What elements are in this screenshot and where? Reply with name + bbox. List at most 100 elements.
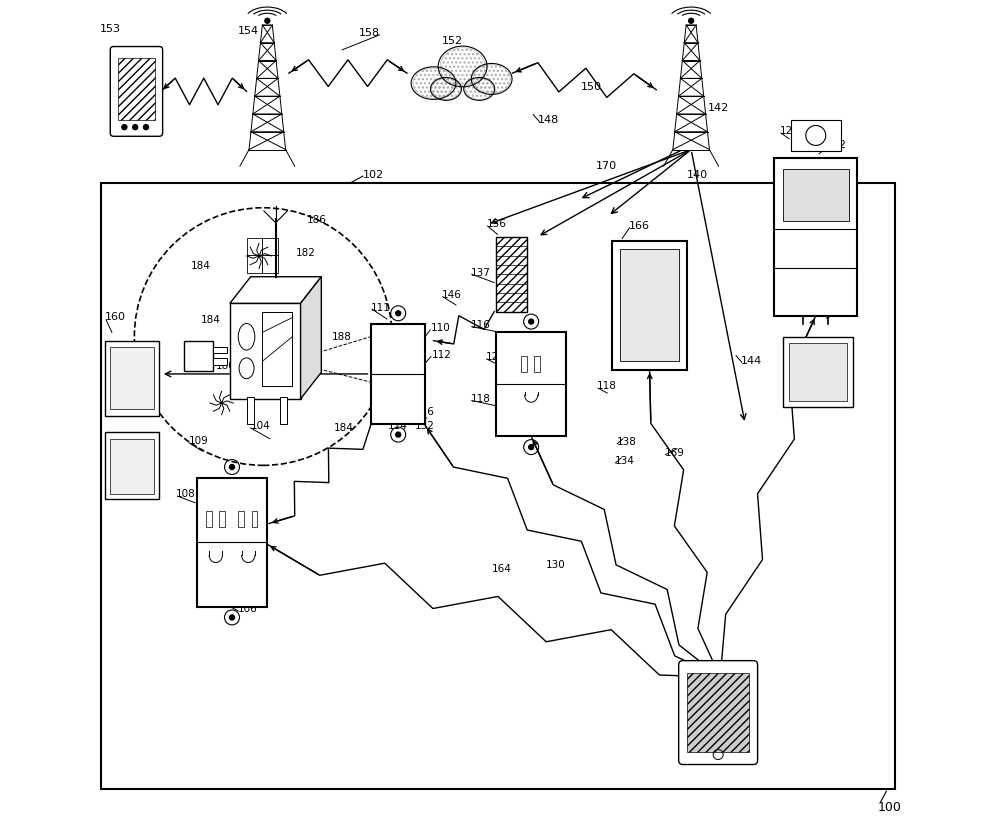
Bar — [262, 312, 292, 386]
Bar — [496, 237, 527, 312]
Bar — [280, 397, 287, 424]
Text: 136: 136 — [487, 219, 507, 229]
Text: 188: 188 — [332, 332, 352, 342]
Text: 132: 132 — [415, 421, 435, 431]
Bar — [213, 347, 227, 353]
Bar — [774, 158, 857, 316]
Text: 166: 166 — [629, 221, 650, 231]
Bar — [219, 511, 225, 527]
Ellipse shape — [430, 77, 462, 101]
Bar — [238, 511, 244, 527]
Bar — [213, 358, 227, 365]
Text: 124: 124 — [837, 165, 856, 175]
Circle shape — [529, 319, 534, 324]
Ellipse shape — [239, 358, 254, 379]
Text: 112: 112 — [432, 350, 452, 360]
Circle shape — [122, 125, 127, 130]
Ellipse shape — [238, 323, 255, 350]
Text: 118: 118 — [597, 381, 617, 391]
Bar — [230, 303, 301, 399]
Text: 102: 102 — [363, 170, 384, 179]
Text: 158: 158 — [359, 28, 380, 38]
Circle shape — [144, 125, 148, 130]
Bar — [110, 347, 154, 409]
Text: 109: 109 — [188, 436, 208, 446]
Circle shape — [230, 465, 234, 470]
Circle shape — [265, 18, 270, 23]
Text: 134: 134 — [615, 456, 635, 466]
Text: 169: 169 — [665, 448, 684, 458]
Bar — [101, 183, 895, 789]
Text: 108: 108 — [176, 489, 196, 499]
Bar — [687, 673, 749, 752]
Bar — [534, 356, 540, 372]
FancyBboxPatch shape — [110, 47, 163, 136]
Text: 152: 152 — [442, 36, 463, 46]
Text: 140: 140 — [687, 170, 708, 179]
Text: 148: 148 — [537, 116, 559, 125]
Text: 146: 146 — [442, 290, 462, 300]
Ellipse shape — [438, 46, 488, 87]
Text: 184: 184 — [334, 423, 354, 433]
Text: 160: 160 — [105, 312, 126, 322]
Text: 153: 153 — [99, 24, 120, 34]
Text: 184: 184 — [191, 261, 211, 271]
Text: 106: 106 — [238, 604, 258, 614]
Circle shape — [396, 432, 401, 437]
Bar — [247, 397, 254, 424]
Text: 183: 183 — [284, 380, 304, 390]
Text: 180: 180 — [216, 361, 236, 371]
Bar — [371, 324, 425, 424]
Text: 118: 118 — [471, 394, 491, 404]
Text: 170: 170 — [596, 161, 617, 171]
Circle shape — [529, 445, 534, 450]
Text: 110: 110 — [431, 323, 451, 333]
Text: 111: 111 — [371, 303, 391, 313]
Text: 182: 182 — [296, 248, 315, 258]
Text: 183: 183 — [284, 365, 304, 375]
Bar — [496, 332, 566, 436]
Bar — [262, 255, 278, 273]
Text: 114: 114 — [388, 421, 408, 431]
Bar — [791, 120, 841, 151]
Text: 154: 154 — [238, 26, 259, 36]
Circle shape — [689, 18, 694, 23]
Bar — [247, 238, 262, 255]
Polygon shape — [301, 277, 321, 399]
Text: 150: 150 — [581, 82, 602, 92]
Bar — [197, 478, 267, 607]
Bar — [783, 169, 849, 221]
Text: 184: 184 — [201, 315, 221, 325]
Text: 120: 120 — [486, 352, 506, 362]
Text: 142: 142 — [708, 103, 729, 113]
Text: 162: 162 — [118, 445, 139, 455]
Bar — [789, 343, 847, 401]
Text: 144: 144 — [741, 356, 762, 366]
Text: 186: 186 — [307, 215, 327, 225]
Bar — [184, 341, 213, 371]
Bar — [612, 241, 687, 370]
Text: 116: 116 — [415, 407, 435, 417]
Circle shape — [133, 125, 138, 130]
Bar — [783, 337, 853, 407]
Text: 126: 126 — [837, 306, 857, 316]
Bar — [620, 249, 679, 361]
Text: 156: 156 — [124, 60, 145, 70]
Ellipse shape — [411, 66, 456, 100]
Bar — [206, 511, 212, 527]
Polygon shape — [230, 277, 321, 303]
Bar — [105, 432, 159, 499]
Bar — [262, 238, 278, 255]
Ellipse shape — [471, 63, 512, 95]
Text: 111: 111 — [371, 355, 391, 365]
Text: 100: 100 — [878, 801, 902, 814]
Text: 138: 138 — [616, 437, 636, 447]
Text: 137: 137 — [471, 268, 491, 278]
Bar — [105, 341, 159, 416]
Text: 125: 125 — [837, 186, 856, 196]
Text: 116: 116 — [471, 320, 491, 330]
Text: 168: 168 — [613, 250, 634, 260]
Bar — [118, 58, 155, 120]
Bar — [521, 356, 527, 372]
Circle shape — [230, 615, 234, 620]
